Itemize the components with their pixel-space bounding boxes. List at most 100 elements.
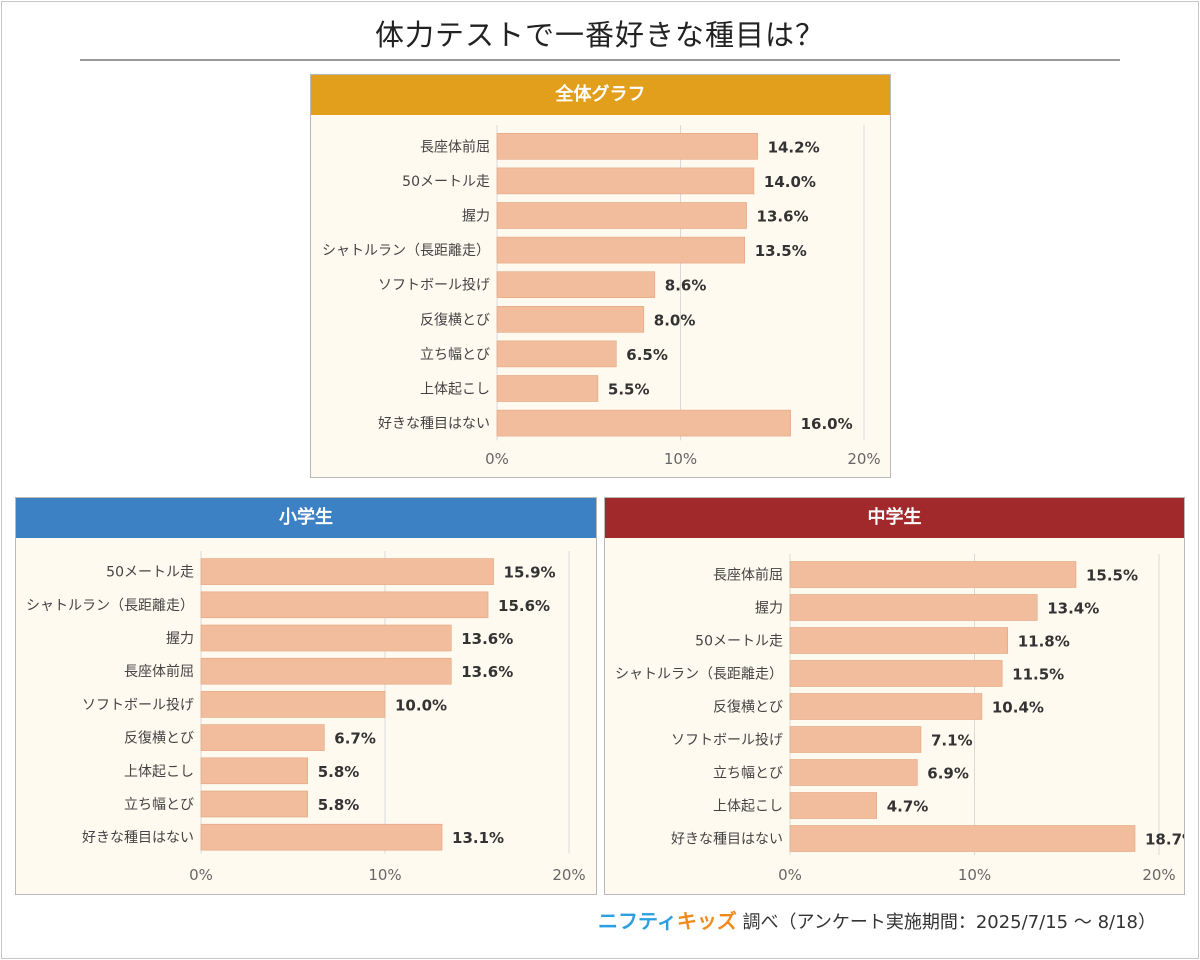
value-label-junior-5: 7.1% (931, 732, 973, 750)
brand-logo-part2: キッズ (676, 909, 737, 933)
bar-junior-4 (789, 693, 983, 720)
bar-junior-6 (789, 759, 918, 786)
category-label-junior-2: 50メートル走 (695, 634, 783, 650)
bar-elementary-2 (200, 624, 452, 652)
value-label-elementary-4: 10.0% (395, 696, 447, 714)
x-tick-label-all-0: 0% (485, 450, 509, 468)
bar-elementary-6 (200, 757, 309, 785)
bar-all-6 (496, 340, 617, 368)
value-label-all-7: 5.5% (608, 381, 650, 399)
bar-all-1 (496, 167, 755, 195)
value-label-junior-4: 10.4% (992, 699, 1044, 717)
value-label-elementary-8: 13.1% (452, 829, 504, 847)
value-label-elementary-6: 5.8% (318, 763, 360, 781)
bar-junior-0 (789, 561, 1077, 588)
category-label-all-2: 握力 (462, 209, 490, 225)
value-label-junior-2: 11.8% (1018, 633, 1070, 651)
value-label-junior-6: 6.9% (927, 765, 969, 783)
chart-panel-all: 全体グラフ 0% 10% 20% 長座体前屈 14.2% 50メートル走 14.0% 握力 13… (310, 74, 891, 478)
bar-elementary-5 (200, 724, 325, 751)
x-tick-label-junior-1: 10% (958, 866, 991, 884)
category-label-junior-7: 上体起こし (713, 799, 783, 815)
bar-junior-2 (789, 627, 1009, 654)
category-label-junior-0: 長座体前屈 (713, 567, 783, 584)
category-label-elementary-4: ソフトボール投げ (82, 697, 194, 713)
bar-elementary-1 (200, 591, 489, 619)
brand-logo-part1: ニフティ (598, 909, 677, 933)
chart-panel-elementary: 小学生 0% 10% 20% 50メートル走 15.9% シャトルラン（長距離走） 15.6… (15, 497, 597, 895)
x-tick-label-elementary-1: 10% (368, 866, 401, 884)
value-label-all-1: 14.0% (764, 173, 816, 191)
bar-junior-5 (789, 726, 922, 753)
bar-elementary-4 (200, 691, 386, 718)
chart-title-junior: 中学生 (605, 498, 1184, 538)
bar-all-5 (496, 306, 645, 333)
category-label-junior-1: 握力 (755, 601, 783, 617)
category-label-junior-3: シャトルラン（長距離走） (615, 666, 783, 683)
value-label-junior-8: 18.7% (1145, 831, 1184, 849)
bar-elementary-7 (200, 790, 309, 818)
brand-logo: ニフティキッズ (598, 909, 737, 933)
bar-junior-1 (789, 594, 1038, 621)
chart-elementary: 0% 10% 20% 50メートル走 15.9% シャトルラン（長距離走） 15.6% 握力 1… (26, 551, 586, 884)
footer-credit: ニフティキッズ 調べ（アンケート実施期間：2025/7/15 ～ 8/18） (598, 906, 1156, 936)
value-label-junior-7: 4.7% (887, 798, 929, 816)
chart-panel-junior: 中学生 0% 10% 20% 長座体前屈 15.5% 握力 13.4% 50メートル走 11.8… (604, 497, 1185, 895)
value-label-all-0: 14.2% (768, 138, 820, 156)
value-label-all-5: 8.0% (654, 311, 696, 329)
category-label-junior-8: 好きな種目はない (671, 832, 783, 848)
x-tick-label-elementary-2: 20% (552, 866, 585, 884)
category-label-junior-5: ソフトボール投げ (671, 733, 783, 749)
bar-junior-8 (789, 825, 1136, 852)
category-label-elementary-1: シャトルラン（長距離走） (26, 597, 194, 614)
chart-junior: 0% 10% 20% 長座体前屈 15.5% 握力 13.4% 50メートル走 11.8% シャト… (615, 554, 1184, 884)
category-label-all-3: シャトルラン（長距離走） (322, 242, 490, 259)
bar-all-4 (496, 271, 656, 298)
survey-note: 調べ（アンケート実施期間：2025/7/15 ～ 8/18） (736, 912, 1156, 933)
category-label-junior-6: 立ち幅とび (713, 766, 783, 782)
x-tick-label-elementary-0: 0% (189, 866, 213, 884)
category-label-all-8: 好きな種目はない (378, 416, 490, 432)
value-label-elementary-2: 13.6% (461, 630, 513, 648)
bar-all-2 (496, 202, 747, 229)
value-label-all-4: 8.6% (665, 277, 707, 295)
bar-all-7 (496, 375, 599, 402)
bar-all-0 (496, 132, 758, 160)
category-label-all-6: 立ち幅とび (420, 347, 490, 363)
category-label-elementary-3: 長座体前屈 (124, 663, 194, 680)
category-label-elementary-5: 反復横とび (124, 730, 194, 747)
category-label-all-5: 反復横とび (420, 311, 490, 328)
value-label-all-8: 16.0% (801, 415, 853, 433)
value-label-elementary-5: 6.7% (334, 730, 376, 748)
category-label-elementary-7: 立ち幅とび (124, 797, 194, 813)
bar-all-8 (496, 409, 791, 437)
category-label-all-1: 50メートル走 (402, 174, 490, 190)
value-label-elementary-7: 5.8% (318, 796, 360, 814)
bar-junior-3 (789, 660, 1003, 687)
value-label-elementary-0: 15.9% (504, 564, 556, 582)
value-label-junior-3: 11.5% (1012, 666, 1064, 684)
category-label-all-7: 上体起こし (420, 382, 490, 398)
category-label-elementary-6: 上体起こし (124, 764, 194, 780)
bar-all-3 (496, 236, 746, 264)
bar-elementary-3 (200, 657, 452, 685)
x-tick-label-junior-2: 20% (1142, 866, 1175, 884)
value-label-elementary-1: 15.6% (498, 597, 550, 615)
value-label-junior-0: 15.5% (1086, 567, 1138, 585)
category-label-junior-4: 反復横とび (713, 699, 783, 716)
bar-elementary-0 (200, 558, 494, 585)
x-tick-label-junior-0: 0% (778, 866, 802, 884)
title-divider (80, 59, 1120, 61)
chart-title-all: 全体グラフ (311, 75, 890, 115)
value-label-elementary-3: 13.6% (461, 663, 513, 681)
chart-title-elementary: 小学生 (16, 498, 596, 538)
page-title: 体力テストで一番好きな種目は？ (374, 18, 825, 52)
value-label-all-2: 13.6% (757, 208, 809, 226)
value-label-all-3: 13.5% (755, 242, 807, 260)
bar-elementary-8 (200, 823, 443, 851)
value-label-all-6: 6.5% (626, 346, 668, 364)
x-tick-label-all-2: 20% (847, 450, 880, 468)
category-label-all-0: 長座体前屈 (420, 138, 490, 155)
x-tick-label-all-1: 10% (664, 450, 697, 468)
bar-junior-7 (789, 792, 878, 819)
